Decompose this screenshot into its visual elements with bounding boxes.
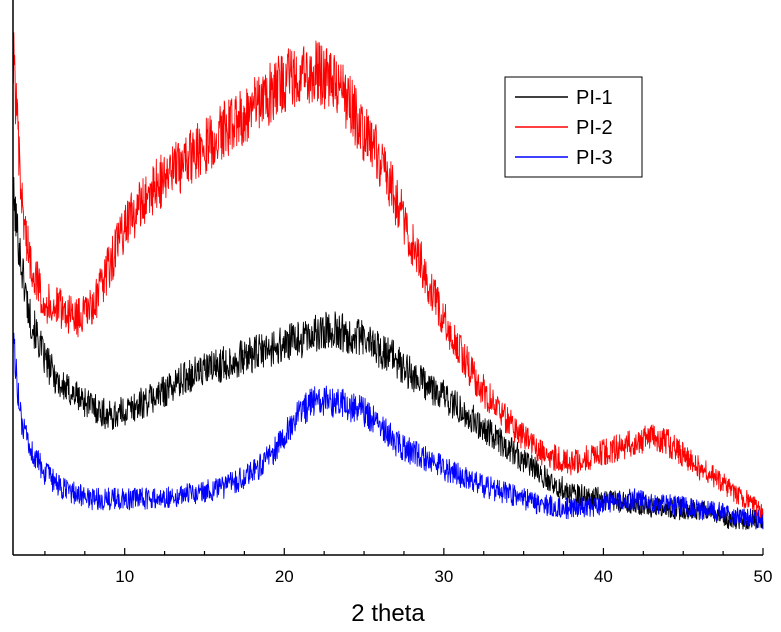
x-tick-layer: 10 20 30 40 50 — [44, 548, 773, 586]
series-layer — [12, 32, 764, 530]
x-tick-label: 10 — [115, 567, 134, 586]
x-tick-label: 30 — [434, 567, 453, 586]
series-line-pi-3 — [12, 332, 764, 530]
x-tick-label: 40 — [594, 567, 613, 586]
legend: PI-1 PI-2 PI-3 — [504, 76, 643, 178]
legend-label-pi-1: PI-1 — [576, 87, 613, 109]
series-line-pi-2 — [12, 32, 764, 519]
x-tick-label: 50 — [754, 567, 773, 586]
legend-label-pi-3: PI-3 — [576, 147, 613, 169]
series-line-pi-1 — [12, 177, 764, 530]
legend-label-pi-2: PI-2 — [576, 117, 613, 139]
x-tick-label: 20 — [275, 567, 294, 586]
x-axis-title: 2 theta — [351, 600, 425, 627]
